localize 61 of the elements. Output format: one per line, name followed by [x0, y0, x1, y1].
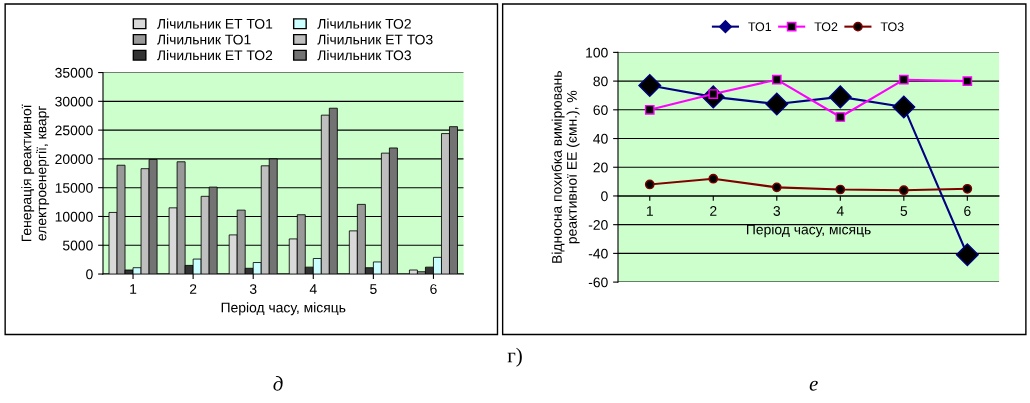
point: [771, 182, 782, 193]
point: [771, 74, 782, 85]
y-tick-label: 25000: [55, 125, 93, 136]
y-tick-label: 60: [593, 105, 608, 115]
point: [962, 76, 973, 86]
y-tick-label: -60: [588, 277, 608, 288]
y-tick-label: 20000: [55, 154, 93, 165]
point: [708, 173, 719, 184]
point: [892, 95, 916, 119]
text: е: [809, 380, 818, 391]
text: г): [507, 347, 522, 367]
y-tick-label: 0: [86, 269, 93, 280]
x-axis-title: Період часу, місяць: [221, 302, 346, 316]
x-tick-label: 2: [189, 284, 197, 294]
x-tick-label: 4: [309, 284, 317, 294]
y-tick-label: 100: [586, 47, 608, 58]
y-tick-label: 10000: [55, 211, 93, 222]
point: [835, 184, 846, 195]
x-tick-label: 6: [964, 206, 971, 216]
legend-label: Лічильник ТО3: [317, 50, 411, 61]
y-tick-label: 20: [593, 162, 608, 173]
legend-label: Лічильник ЕТ ТО3: [317, 34, 433, 45]
point: [898, 74, 909, 85]
point: [828, 85, 852, 109]
legend-label: ТО2: [814, 22, 838, 32]
point: [644, 104, 655, 115]
y-tick-label: -20: [588, 220, 608, 230]
point: [765, 92, 789, 116]
y-axis-title: Генерація реактивної електроенергії, кварг: [21, 104, 50, 242]
x-tick-label: 2: [710, 206, 717, 216]
y-tick-label: 15000: [55, 183, 93, 193]
point: [644, 179, 655, 190]
x-axis-title: Період часу, місяць: [746, 224, 871, 238]
point: [898, 185, 909, 196]
legend-label: ТО1: [748, 22, 772, 32]
x-tick-label: 3: [249, 284, 257, 294]
x-tick-label: 1: [646, 206, 653, 216]
point: [638, 73, 662, 97]
x-tick-label: 3: [773, 206, 781, 216]
y-tick-label: -40: [588, 248, 608, 259]
point: [962, 183, 973, 194]
y-tick-label: 40: [593, 133, 608, 144]
x-tick-label: 5: [370, 284, 377, 294]
y-tick-label: 5000: [62, 240, 93, 251]
point: [835, 112, 846, 122]
y-tick-label: 0: [601, 191, 608, 202]
y-tick-label: 80: [593, 76, 608, 87]
legend-label: ТО3: [880, 22, 904, 32]
y-tick-label: 35000: [55, 67, 93, 78]
legend-label: Лічильник ТО1: [157, 34, 251, 45]
point: [955, 243, 979, 267]
legend-label: Лічильник ТО2: [317, 18, 411, 29]
x-tick-label: 6: [430, 284, 437, 294]
legend-label: Лічильник ЕТ ТО1: [157, 18, 273, 29]
x-tick-label: 1: [130, 284, 137, 294]
x-tick-label: 4: [836, 206, 844, 216]
y-axis-title: Відносна похибка вимірювань реактивної ЕЕ (ємн.), %: [551, 71, 580, 263]
legend-label: Лічильник ЕТ ТО2: [157, 50, 273, 61]
y-tick-label: 30000: [55, 96, 93, 107]
x-tick-label: 5: [900, 206, 908, 216]
text: д: [273, 376, 283, 391]
